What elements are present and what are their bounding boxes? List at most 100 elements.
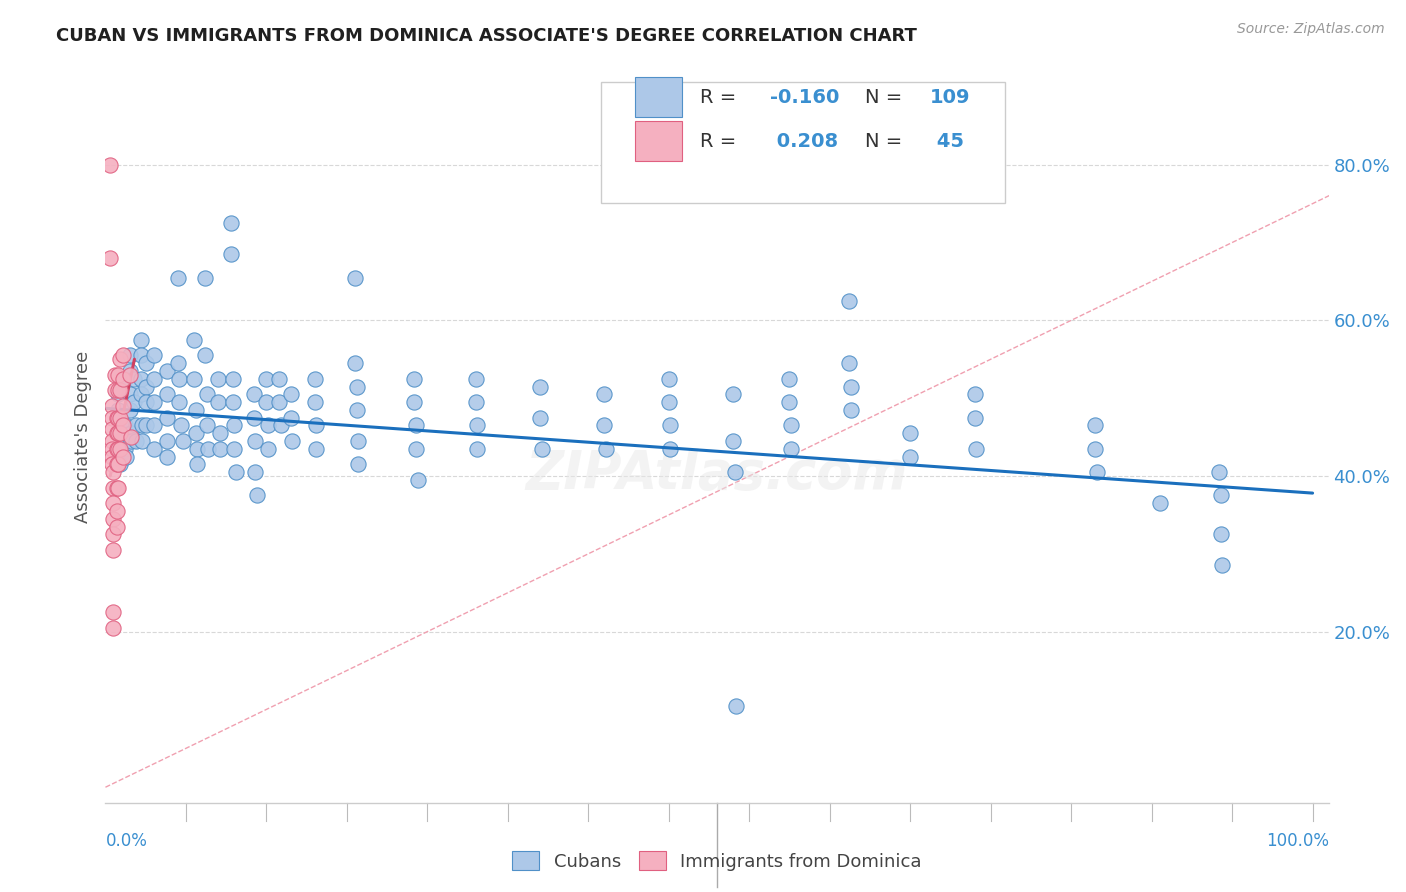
Point bbox=[184, 426, 207, 441]
Point bbox=[305, 418, 328, 433]
Point bbox=[142, 418, 165, 433]
Point bbox=[135, 395, 157, 409]
Point bbox=[305, 442, 328, 456]
Point bbox=[105, 458, 128, 472]
Point bbox=[112, 418, 135, 433]
Point bbox=[107, 410, 129, 425]
Point bbox=[103, 621, 125, 635]
Point bbox=[195, 387, 218, 401]
Point bbox=[593, 387, 616, 401]
Point bbox=[404, 395, 426, 409]
Point bbox=[101, 450, 124, 464]
Point bbox=[529, 379, 551, 393]
Point bbox=[183, 333, 205, 347]
Point bbox=[101, 434, 124, 448]
Point bbox=[114, 418, 136, 433]
Point bbox=[107, 410, 129, 425]
Point bbox=[103, 512, 125, 526]
Point bbox=[115, 450, 138, 464]
Point bbox=[208, 426, 231, 441]
Point bbox=[197, 442, 219, 456]
Point bbox=[135, 418, 157, 433]
Point bbox=[114, 372, 136, 386]
Point bbox=[118, 364, 141, 378]
Point bbox=[780, 418, 803, 433]
Point bbox=[839, 402, 862, 417]
Point bbox=[779, 372, 801, 386]
Point bbox=[242, 410, 264, 425]
Point bbox=[170, 418, 193, 433]
Point bbox=[169, 372, 191, 386]
Point bbox=[107, 481, 129, 495]
Point bbox=[219, 247, 242, 261]
Text: 0.0%: 0.0% bbox=[105, 832, 148, 850]
Point bbox=[103, 527, 125, 541]
Point bbox=[104, 368, 127, 382]
Point bbox=[1209, 488, 1232, 502]
Point bbox=[721, 434, 744, 448]
Point bbox=[98, 158, 121, 172]
Point bbox=[112, 372, 135, 386]
Point bbox=[898, 426, 921, 441]
Text: -0.160: -0.160 bbox=[769, 87, 839, 107]
Point bbox=[183, 372, 205, 386]
Point bbox=[464, 372, 486, 386]
Point bbox=[530, 442, 553, 456]
Point bbox=[103, 542, 125, 557]
Point bbox=[224, 442, 246, 456]
Point bbox=[118, 402, 141, 417]
Point bbox=[107, 387, 129, 401]
Point bbox=[125, 434, 148, 448]
FancyBboxPatch shape bbox=[600, 82, 1004, 203]
Point bbox=[304, 372, 326, 386]
Point bbox=[243, 434, 266, 448]
Point bbox=[124, 395, 146, 409]
Point bbox=[207, 372, 229, 386]
Point bbox=[112, 348, 135, 362]
Point bbox=[721, 387, 744, 401]
Point bbox=[114, 442, 136, 456]
Point bbox=[129, 333, 152, 347]
Point bbox=[207, 395, 229, 409]
Point bbox=[304, 395, 326, 409]
Point bbox=[107, 384, 129, 398]
Point bbox=[269, 372, 291, 386]
Point bbox=[254, 395, 277, 409]
Point bbox=[172, 434, 194, 448]
Point bbox=[1208, 465, 1230, 479]
Point bbox=[105, 481, 128, 495]
Text: ZIPAtlas.com: ZIPAtlas.com bbox=[526, 448, 908, 500]
Point bbox=[135, 356, 157, 370]
Point bbox=[347, 458, 370, 472]
Point bbox=[658, 372, 681, 386]
Point bbox=[194, 348, 217, 362]
Point bbox=[595, 442, 617, 456]
Point bbox=[101, 442, 124, 456]
Point bbox=[186, 442, 208, 456]
Point bbox=[120, 430, 142, 444]
Point bbox=[465, 418, 488, 433]
Text: N =: N = bbox=[865, 132, 908, 151]
Point bbox=[120, 434, 142, 448]
Point bbox=[114, 434, 136, 448]
Point bbox=[1084, 418, 1107, 433]
Point bbox=[105, 426, 128, 441]
Point bbox=[167, 356, 190, 370]
Point bbox=[105, 442, 128, 456]
Text: CUBAN VS IMMIGRANTS FROM DOMINICA ASSOCIATE'S DEGREE CORRELATION CHART: CUBAN VS IMMIGRANTS FROM DOMINICA ASSOCI… bbox=[56, 27, 917, 45]
Point bbox=[838, 356, 860, 370]
Point bbox=[142, 395, 165, 409]
Point bbox=[1085, 465, 1108, 479]
Text: Source: ZipAtlas.com: Source: ZipAtlas.com bbox=[1237, 22, 1385, 37]
Point bbox=[98, 251, 121, 265]
Point bbox=[125, 418, 148, 433]
Point bbox=[103, 465, 125, 479]
Point bbox=[103, 605, 125, 619]
FancyBboxPatch shape bbox=[636, 78, 682, 118]
Text: R =: R = bbox=[700, 87, 742, 107]
Point bbox=[1149, 496, 1171, 510]
Point bbox=[257, 442, 280, 456]
Point bbox=[659, 418, 682, 433]
Point bbox=[343, 270, 366, 285]
Point bbox=[107, 426, 129, 441]
